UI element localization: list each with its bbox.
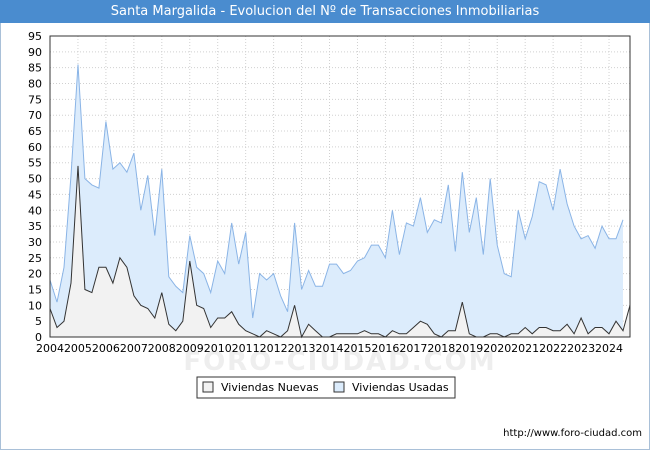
x-tick-label: 2020 (483, 342, 511, 355)
x-tick-label: 2017 (399, 342, 427, 355)
legend: Viviendas Nuevas Viviendas Usadas (196, 376, 456, 399)
x-tick-label: 2022 (539, 342, 567, 355)
y-tick-label: 40 (28, 204, 42, 217)
y-tick-label: 35 (28, 220, 42, 233)
x-tick-label: 2012 (260, 342, 288, 355)
legend-swatch-nuevas (202, 381, 214, 393)
y-tick-label: 0 (35, 331, 42, 344)
y-tick-label: 15 (28, 283, 42, 296)
line-viviendas-usadas (49, 64, 624, 319)
y-axis-ticks: 0 5 10 15 20 25 30 35 40 45 50 55 60 65 70 75 80 85 90 95 (28, 30, 42, 344)
x-tick-label: 2006 (92, 342, 120, 355)
y-tick-label: 55 (28, 157, 42, 170)
series-areas (49, 64, 631, 339)
legend-label-nuevas: Viviendas Nuevas (221, 381, 319, 394)
area-viviendas-nuevas (50, 165, 630, 337)
x-tick-label: 2009 (176, 342, 204, 355)
x-axis-ticks: 2004 2005 2006 2007 2008 2009 2010 2011 2012 2013… (36, 342, 623, 355)
x-tick-label: 2008 (148, 342, 176, 355)
footer-url: http://www.foro-ciudad.com (503, 428, 642, 439)
x-tick-label: 2007 (120, 342, 148, 355)
y-tick-label: 50 (28, 173, 42, 186)
chart-title: Santa Margalida - Evolucion del Nº de Tr… (110, 4, 540, 19)
x-tick-label: 2015 (343, 342, 371, 355)
plot-border (49, 35, 631, 338)
line-viviendas-nuevas (49, 165, 631, 339)
y-tick-label: 95 (28, 30, 42, 43)
x-tick-label: 2024 (595, 342, 623, 355)
watermark: FORO-CIUDAD.COM (183, 347, 496, 377)
y-tick-label: 90 (28, 46, 42, 59)
legend-swatch-usadas (333, 381, 345, 393)
x-tick-label: 2011 (232, 342, 260, 355)
legend-label-usadas: Viviendas Usadas (352, 381, 449, 394)
y-tick-label: 5 (35, 315, 42, 328)
y-tick-label: 65 (28, 125, 42, 138)
y-tick-label: 80 (28, 78, 42, 91)
x-tick-label: 2010 (204, 342, 232, 355)
x-tick-label: 2014 (316, 342, 344, 355)
legend-box (196, 376, 456, 399)
x-tick-label: 2016 (371, 342, 399, 355)
y-tick-label: 75 (28, 93, 42, 106)
y-tick-label: 20 (28, 268, 42, 281)
x-tick-label: 2019 (455, 342, 483, 355)
y-tick-label: 70 (28, 109, 42, 122)
x-tick-label: 2004 (36, 342, 64, 355)
y-tick-label: 85 (28, 62, 42, 75)
area-viviendas-usadas (50, 64, 623, 337)
y-tick-label: 25 (28, 252, 42, 265)
x-tick-label: 2023 (567, 342, 595, 355)
x-tick-label: 2005 (64, 342, 92, 355)
title-bar: Santa Margalida - Evolucion del Nº de Tr… (0, 0, 650, 23)
x-tick-label: 2018 (427, 342, 455, 355)
y-tick-label: 10 (28, 299, 42, 312)
x-tick-label: 2021 (511, 342, 539, 355)
y-tick-label: 30 (28, 236, 42, 249)
y-tick-label: 45 (28, 188, 42, 201)
y-tick-label: 60 (28, 141, 42, 154)
x-tick-label: 2013 (288, 342, 316, 355)
